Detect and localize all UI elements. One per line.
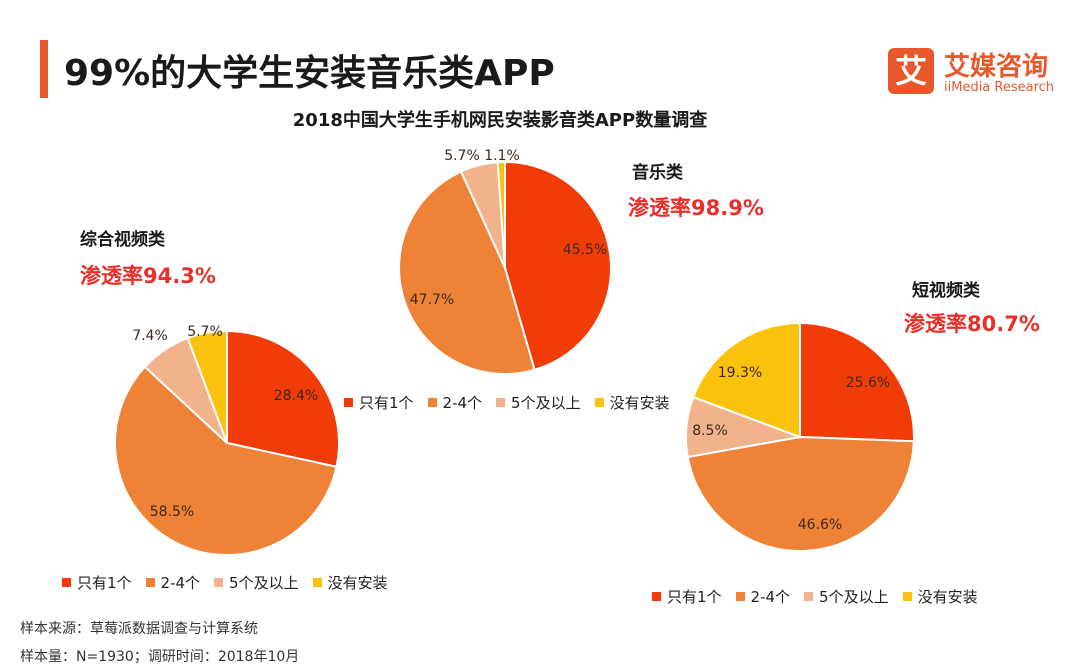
legend-item: 只有1个 <box>652 586 722 607</box>
legend-swatch <box>594 398 604 407</box>
logo-english-name: iiMedia Research <box>944 80 1055 95</box>
video-pie-data-label: 5.7% <box>187 324 223 340</box>
chart-title: 2018中国大学生手机网民安装影音类APP数量调查 <box>292 110 708 131</box>
legend-label: 没有安装 <box>917 588 978 606</box>
short-video-pie-legend: 只有1个 2-4个 5个及以上 没有安装 <box>652 586 978 607</box>
music-pie-slice-1 <box>398 170 536 375</box>
legend-item: 5个及以上 <box>804 586 889 607</box>
legend-swatch <box>344 398 353 407</box>
legend-label: 没有安装 <box>327 574 388 592</box>
short-video-pie-slice-0 <box>799 321 915 443</box>
video-pie-heading: 综合视频类 <box>80 230 165 250</box>
logo-mark: 艾 <box>888 48 934 94</box>
music-pie-data-label: 47.7% <box>410 292 454 308</box>
logo-chinese-name: 艾媒咨询 <box>944 52 1049 82</box>
iimedia-logo: 艾 艾媒咨询 iiMedia Research <box>888 46 1068 102</box>
legend-swatch <box>62 578 71 587</box>
short-video-pie-heading: 短视频类 <box>912 281 980 301</box>
music-pie-slice-0 <box>504 160 612 372</box>
legend-swatch <box>735 592 745 601</box>
music-pie-heading: 音乐类 <box>632 163 683 183</box>
footer-source: 样本来源：草莓派数据调查与计算系统 <box>20 621 258 637</box>
music-pie-slice-3 <box>496 160 506 269</box>
short-video-pie-data-label: 46.6% <box>798 517 842 533</box>
legend-swatch <box>214 578 224 587</box>
short-video-pie-data-label: 8.5% <box>692 423 728 439</box>
legend-item: 2-4个 <box>735 586 791 607</box>
legend-label: 只有1个 <box>359 394 414 412</box>
legend-swatch <box>312 578 322 587</box>
short-video-pie-slice-3 <box>691 321 801 439</box>
legend-label: 2-4个 <box>442 394 483 412</box>
legend-label: 只有1个 <box>667 588 722 606</box>
video-pie-slice-1 <box>114 365 338 556</box>
legend-item: 没有安装 <box>594 392 670 413</box>
short-video-pie-slice-1 <box>686 435 915 552</box>
short-video-pie-data-label: 19.3% <box>718 365 762 381</box>
music-pie-data-label: 5.7% <box>444 148 480 164</box>
footer-sample: 样本量：N=1930；调研时间：2018年10月 <box>20 649 300 665</box>
legend-item: 没有安装 <box>902 586 978 607</box>
legend-swatch <box>652 592 661 601</box>
video-pie-rate: 渗透率94.3% <box>80 264 216 288</box>
video-pie-data-label: 58.5% <box>150 504 194 520</box>
video-pie-slice-0 <box>226 329 340 468</box>
legend-item: 只有1个 <box>62 572 132 593</box>
legend-label: 5个及以上 <box>819 588 889 606</box>
title-accent-bar <box>40 40 48 98</box>
legend-label: 2-4个 <box>160 574 201 592</box>
legend-label: 2-4个 <box>750 588 791 606</box>
legend-swatch <box>427 398 437 407</box>
legend-label: 只有1个 <box>77 574 132 592</box>
short-video-pie-data-label: 25.6% <box>846 375 890 391</box>
legend-label: 5个及以上 <box>229 574 299 592</box>
video-pie-slice-3 <box>186 329 228 444</box>
video-pie-data-label: 28.4% <box>274 388 318 404</box>
legend-swatch <box>496 398 506 407</box>
legend-label: 5个及以上 <box>511 394 581 412</box>
page-title: 99%的大学生安装音乐类APP <box>64 53 555 94</box>
legend-item: 没有安装 <box>312 572 388 593</box>
short-video-pie-rate: 渗透率80.7% <box>904 312 1040 336</box>
legend-swatch <box>145 578 155 587</box>
music-pie-data-label: 45.5% <box>563 242 607 258</box>
legend-item: 2-4个 <box>145 572 201 593</box>
legend-swatch <box>804 592 814 601</box>
legend-swatch <box>902 592 912 601</box>
music-pie-legend: 只有1个 2-4个 5个及以上 没有安装 <box>344 392 670 413</box>
legend-item: 2-4个 <box>427 392 483 413</box>
video-pie-legend: 只有1个 2-4个 5个及以上 没有安装 <box>62 572 388 593</box>
video-pie-data-label: 7.4% <box>132 328 168 344</box>
legend-item: 只有1个 <box>344 392 414 413</box>
legend-item: 5个及以上 <box>496 392 581 413</box>
legend-label: 没有安装 <box>609 394 670 412</box>
legend-item: 5个及以上 <box>214 572 299 593</box>
music-pie-rate: 渗透率98.9% <box>628 196 764 220</box>
music-pie-data-label: 1.1% <box>484 148 520 164</box>
